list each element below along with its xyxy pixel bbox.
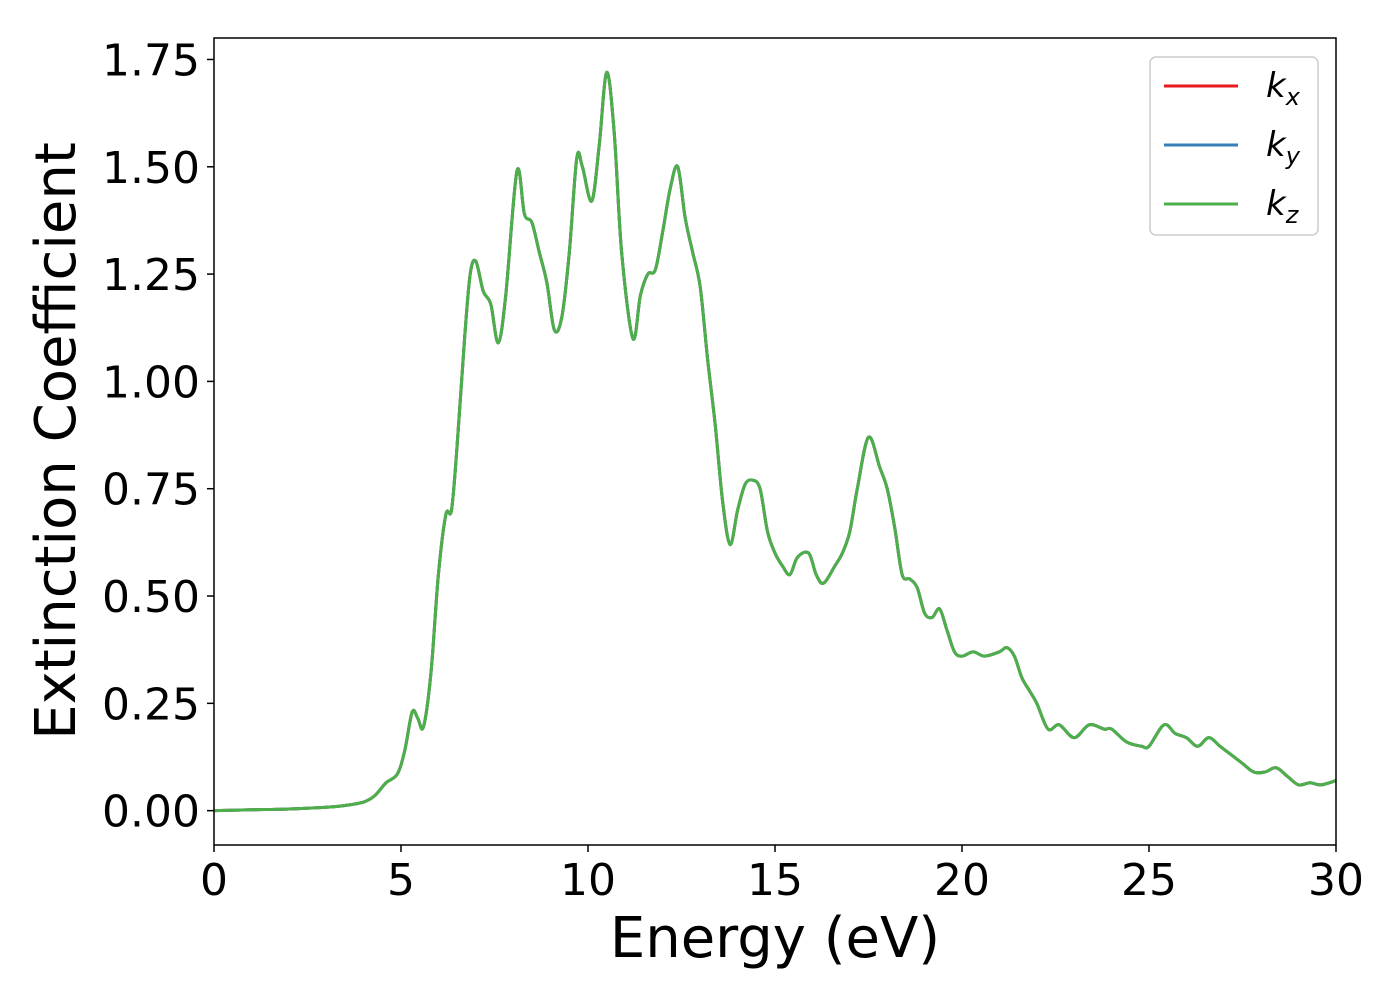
y-tick-label: 0.25 xyxy=(102,679,200,730)
y-tick-label: 1.25 xyxy=(102,250,200,301)
x-tick-label: 15 xyxy=(747,855,803,906)
legend-items: kx ky kz xyxy=(1164,66,1301,229)
y-tick-label: 0.00 xyxy=(102,787,200,838)
legend-label-k-y: ky xyxy=(1266,125,1301,170)
y-tick-label: 0.75 xyxy=(102,465,200,516)
series-line-k-z xyxy=(213,70,1337,813)
series-layer xyxy=(213,70,1337,813)
x-tick-label: 30 xyxy=(1308,855,1364,906)
legend: kx ky kz xyxy=(1149,56,1319,236)
y-tick-label: 1.75 xyxy=(102,35,200,86)
x-tick-label: 20 xyxy=(934,855,990,906)
y-tick-label: 0.50 xyxy=(102,572,200,623)
x-axis-ticks: 0 5 10 15 20 25 30 xyxy=(200,845,1364,906)
legend-label-k-z: kz xyxy=(1266,184,1300,229)
y-axis-title: Extinction Coefficient xyxy=(24,142,89,740)
x-axis-title: Energy (eV) xyxy=(610,906,940,971)
x-tick-label: 0 xyxy=(200,855,228,906)
x-tick-label: 10 xyxy=(560,855,616,906)
y-tick-label: 1.50 xyxy=(102,143,200,194)
legend-label-k-x: kx xyxy=(1266,66,1301,111)
x-tick-label: 25 xyxy=(1121,855,1177,906)
y-tick-label: 1.00 xyxy=(102,357,200,408)
y-axis-ticks: 0.00 0.25 0.50 0.75 1.00 1.25 1.50 1.75 xyxy=(102,35,214,838)
x-tick-label: 5 xyxy=(387,855,415,906)
